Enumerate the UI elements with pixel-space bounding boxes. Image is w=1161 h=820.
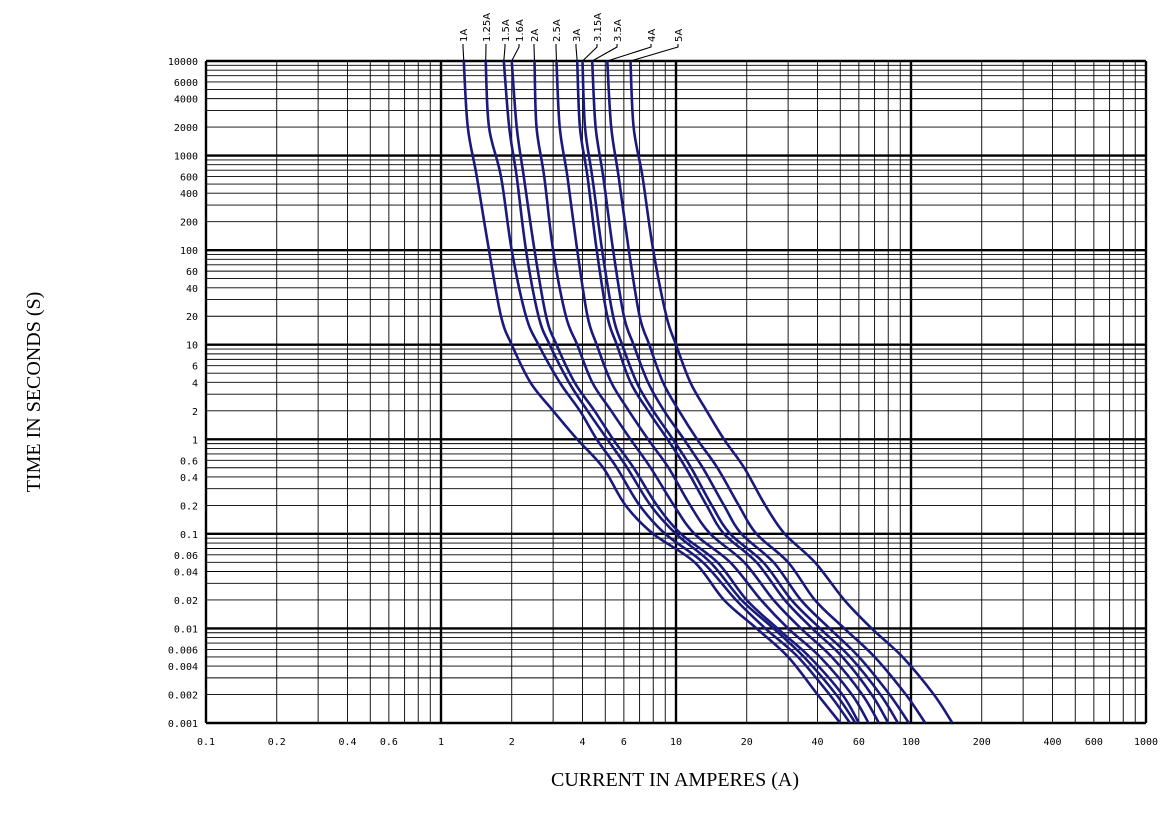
curve-label: 1A: [459, 29, 470, 42]
y-tick-label: 1: [192, 435, 198, 446]
y-tick-label: 600: [180, 173, 198, 184]
y-tick-label: 0.1: [180, 530, 198, 541]
x-tick-label: 1: [438, 737, 444, 748]
y-tick-label: 2: [192, 407, 198, 418]
curve-label-leader: [582, 44, 598, 62]
curve-label-leader: [575, 44, 578, 62]
x-axis-title: CURRENT IN AMPERES (A): [551, 769, 799, 791]
x-tick-label: 0.1: [197, 737, 215, 748]
y-tick-label: 0.2: [180, 501, 198, 512]
y-axis-title: TIME IN SECONDS (S): [23, 292, 45, 493]
curve-label: 3A: [572, 29, 583, 42]
y-tick-label: 0.02: [174, 596, 198, 607]
y-tick-label: 40: [186, 284, 198, 295]
curves: [462, 60, 954, 724]
y-tick-label: 0.004: [168, 662, 198, 673]
y-tick-label: 4: [192, 378, 198, 389]
curve-label-leader: [511, 44, 520, 62]
curve-label: 2.5A: [552, 19, 563, 42]
y-tick-label: 200: [180, 218, 198, 229]
curve-labels: 1A 1.25A 1.5A 1.6A 2A 2.5A 3A 3.15A 3.5A 4A 5A: [459, 13, 685, 62]
curve-3.15A: [581, 60, 900, 724]
curve-label: 5A: [674, 29, 685, 42]
curve-5A: [629, 60, 954, 724]
curve-2A: [533, 60, 870, 724]
y-tick-label: 4000: [174, 95, 198, 106]
curve-label-leader: [607, 44, 652, 62]
y-tick-label: 6000: [174, 78, 198, 89]
y-tick-label: 100: [180, 246, 198, 257]
y-tick-label: 10: [186, 341, 198, 352]
curve-label: 3.5A: [613, 19, 624, 42]
x-tick-label: 600: [1085, 737, 1103, 748]
x-tick-label: 200: [973, 737, 991, 748]
curve-label: 1.6A: [515, 19, 526, 42]
curve-1.25A: [484, 60, 852, 724]
y-tick-label: 20: [186, 312, 198, 323]
x-tick-label: 4: [579, 737, 585, 748]
curve-label-leader: [462, 44, 465, 62]
curve-label: 2A: [530, 29, 541, 42]
x-tick-label: 10: [670, 737, 682, 748]
curve-label-leader: [591, 44, 618, 62]
y-tick-label: 0.06: [174, 551, 198, 562]
y-tick-label: 60: [186, 267, 198, 278]
y-tick-label: 2000: [174, 123, 198, 134]
y-tick-label: 0.001: [168, 719, 198, 730]
curve-1.6A: [510, 60, 861, 724]
y-tick-label: 10000: [168, 57, 198, 68]
x-tick-label: 40: [811, 737, 823, 748]
x-tick-label: 20: [741, 737, 753, 748]
curve-label: 1.25A: [482, 13, 493, 42]
curve-4A: [606, 60, 927, 724]
x-tick-label: 0.4: [338, 737, 356, 748]
x-tick-label: 6: [621, 737, 627, 748]
grid: [204, 59, 1148, 725]
y-tick-label: 400: [180, 189, 198, 200]
curve-label-leader: [555, 44, 558, 62]
curve-3.5A: [590, 60, 910, 724]
tick-labels: 0.1 0.2 0.4 0.6 1 2 4 6 10 20 40 60 100 200 400 600 1000…: [168, 57, 1158, 748]
x-tick-label: 400: [1043, 737, 1061, 748]
curve-label-leader: [503, 44, 506, 62]
curve-label: 3.15A: [593, 13, 604, 42]
x-tick-label: 0.6: [380, 737, 398, 748]
curve-1A: [462, 60, 842, 724]
curve-label: 1.5A: [501, 19, 512, 42]
curve-label-leader: [533, 44, 536, 62]
x-tick-label: 1000: [1134, 737, 1158, 748]
curve-2.5A: [555, 60, 881, 724]
y-tick-label: 0.6: [180, 456, 198, 467]
curve-1.5A: [502, 60, 857, 724]
y-tick-label: 0.006: [168, 645, 198, 656]
y-tick-label: 0.04: [174, 567, 198, 578]
curve-3A: [575, 60, 890, 724]
y-tick-label: 0.4: [180, 473, 198, 484]
y-tick-label: 6: [192, 362, 198, 373]
x-tick-label: 0.2: [268, 737, 286, 748]
curve-label: 4A: [647, 29, 658, 42]
y-tick-label: 1000: [174, 152, 198, 163]
x-tick-label: 100: [902, 737, 920, 748]
y-tick-label: 0.002: [168, 691, 198, 702]
curve-label-leader: [630, 44, 679, 62]
y-tick-label: 0.01: [174, 624, 198, 635]
x-tick-label: 2: [509, 737, 515, 748]
x-tick-label: 60: [853, 737, 865, 748]
